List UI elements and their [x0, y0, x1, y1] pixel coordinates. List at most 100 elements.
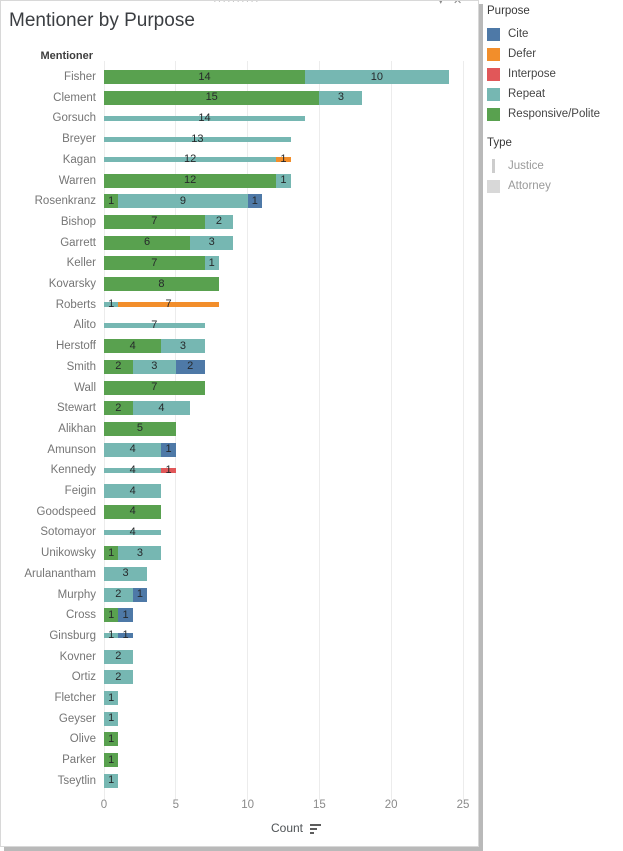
- legend-item-cite[interactable]: Cite: [487, 24, 621, 44]
- bar-segment[interactable]: 7: [118, 299, 219, 310]
- bar-segment[interactable]: 10: [305, 70, 449, 84]
- bar-segment[interactable]: 2: [104, 359, 133, 374]
- legend-item-defer[interactable]: Defer: [487, 44, 621, 64]
- bar-segment[interactable]: 1: [104, 299, 119, 310]
- sort-descending-icon[interactable]: [310, 823, 322, 834]
- bar-segment[interactable]: 1: [276, 173, 291, 188]
- mentioner-label[interactable]: Kovarsky: [48, 278, 96, 290]
- mentioner-label[interactable]: Smith: [66, 360, 96, 373]
- bar-segment[interactable]: 2: [104, 670, 133, 685]
- mentioner-label[interactable]: Olive: [69, 733, 96, 746]
- bar-segment[interactable]: 7: [104, 256, 205, 271]
- mentioner-label[interactable]: Garrett: [60, 236, 96, 249]
- bar-segment[interactable]: 1: [104, 711, 119, 726]
- mentioner-label[interactable]: Parker: [62, 754, 96, 767]
- bar-segment[interactable]: 12: [104, 154, 277, 165]
- mentioner-label[interactable]: Geyser: [58, 712, 96, 725]
- bar-segment[interactable]: 3: [190, 235, 234, 250]
- bar-segment[interactable]: 2: [104, 649, 133, 664]
- bar-segment[interactable]: 2: [104, 587, 133, 602]
- chevron-down-icon[interactable]: ▾: [438, 0, 444, 7]
- bar-segment[interactable]: 1: [161, 442, 176, 457]
- bar-segment[interactable]: 9: [118, 194, 248, 209]
- bar-segment[interactable]: 7: [104, 380, 205, 395]
- bar-segment[interactable]: 1: [104, 608, 119, 623]
- bar-segment[interactable]: 4: [104, 484, 162, 498]
- mentioner-label[interactable]: Goodspeed: [36, 505, 96, 518]
- mentioner-label[interactable]: Ortiz: [71, 671, 96, 684]
- bar-segment[interactable]: 12: [104, 173, 277, 188]
- bar-segment[interactable]: 1: [104, 194, 119, 209]
- bar-segment[interactable]: 1: [104, 773, 119, 788]
- bar-segment[interactable]: 1: [276, 154, 291, 165]
- bar-segment[interactable]: 3: [161, 339, 205, 354]
- mentioner-label[interactable]: Unikowsky: [41, 547, 96, 560]
- bar-segment[interactable]: 1: [118, 608, 133, 623]
- mentioner-label[interactable]: Clement: [53, 91, 96, 104]
- bar-segment[interactable]: 1: [104, 546, 119, 561]
- mentioner-label[interactable]: Amunson: [47, 443, 96, 456]
- bar-segment[interactable]: 7: [104, 319, 205, 330]
- bar-segment[interactable]: 7: [104, 214, 205, 229]
- mentioner-label[interactable]: Tseytlin: [57, 774, 96, 787]
- bar-segment[interactable]: 2: [204, 214, 234, 229]
- mentioner-label[interactable]: Fisher: [64, 71, 96, 83]
- bar-segment[interactable]: 4: [132, 401, 191, 416]
- mentioner-label[interactable]: Alikhan: [58, 422, 96, 435]
- mentioner-label[interactable]: Wall: [74, 381, 96, 394]
- bar-segment[interactable]: 3: [319, 90, 363, 105]
- legend-item-interpose[interactable]: Interpose: [487, 64, 621, 84]
- bar-segment[interactable]: 1: [247, 194, 262, 209]
- bar-segment[interactable]: 1: [204, 256, 219, 271]
- mentioner-label[interactable]: Alito: [73, 319, 96, 332]
- drag-handle[interactable]: ··········: [213, 0, 260, 7]
- bar-segment[interactable]: 4: [104, 526, 162, 537]
- bar-segment[interactable]: 14: [104, 112, 306, 123]
- bar-segment[interactable]: 4: [104, 339, 162, 354]
- mentioner-label[interactable]: Kovner: [59, 650, 96, 663]
- bar-segment[interactable]: 1: [132, 587, 148, 602]
- bar-segment[interactable]: 3: [118, 546, 162, 561]
- bar-segment[interactable]: 1: [104, 732, 119, 747]
- bar-segment[interactable]: 1: [104, 691, 119, 705]
- mentioner-label[interactable]: Fletcher: [54, 692, 96, 704]
- bar-segment[interactable]: 1: [104, 753, 119, 768]
- bar-segment[interactable]: 5: [104, 421, 176, 436]
- bar-segment[interactable]: 8: [104, 277, 219, 291]
- mentioner-label[interactable]: Roberts: [55, 298, 96, 311]
- mentioner-label[interactable]: Herstoff: [55, 340, 96, 353]
- legend-item-attorney[interactable]: Attorney: [487, 176, 621, 196]
- bar-segment[interactable]: 14: [104, 70, 306, 84]
- bar-segment[interactable]: 4: [104, 464, 162, 475]
- bar-segment[interactable]: 13: [104, 133, 291, 144]
- bar-segment[interactable]: 1: [104, 630, 119, 641]
- mentioner-label[interactable]: Kennedy: [50, 464, 96, 477]
- mentioner-label[interactable]: Feigin: [64, 485, 96, 497]
- mentioner-label[interactable]: Sotomayor: [40, 526, 96, 539]
- mentioner-label[interactable]: Kagan: [62, 153, 96, 166]
- mentioner-label[interactable]: Warren: [58, 174, 96, 187]
- legend-item-repeat[interactable]: Repeat: [487, 84, 621, 104]
- mentioner-label[interactable]: Stewart: [57, 402, 96, 415]
- legend-item-justice[interactable]: Justice: [487, 156, 621, 176]
- bar-segment[interactable]: 1: [118, 630, 133, 641]
- close-icon[interactable]: ✕: [453, 0, 463, 7]
- bar-segment[interactable]: 1: [161, 464, 176, 475]
- bar-segment[interactable]: 3: [104, 566, 148, 581]
- legend-item-responsive-polite[interactable]: Responsive/Polite: [487, 104, 621, 124]
- mentioner-label[interactable]: Cross: [65, 609, 96, 622]
- bar-segment[interactable]: 15: [104, 90, 320, 105]
- bar-segment[interactable]: 4: [104, 442, 162, 457]
- bar-segment[interactable]: 2: [104, 401, 133, 416]
- bar-segment[interactable]: 2: [175, 359, 205, 374]
- mentioner-label[interactable]: Bishop: [60, 215, 96, 228]
- mentioner-label[interactable]: Ginsburg: [49, 629, 96, 642]
- bar-segment[interactable]: 4: [104, 504, 162, 519]
- mentioner-label[interactable]: Gorsuch: [52, 112, 96, 125]
- bar-segment[interactable]: 6: [104, 235, 191, 250]
- mentioner-label[interactable]: Arulanantham: [24, 567, 96, 580]
- mentioner-label[interactable]: Keller: [66, 257, 96, 270]
- mentioner-label[interactable]: Rosenkranz: [34, 195, 96, 208]
- mentioner-label[interactable]: Murphy: [57, 588, 96, 601]
- mentioner-label[interactable]: Breyer: [62, 133, 96, 146]
